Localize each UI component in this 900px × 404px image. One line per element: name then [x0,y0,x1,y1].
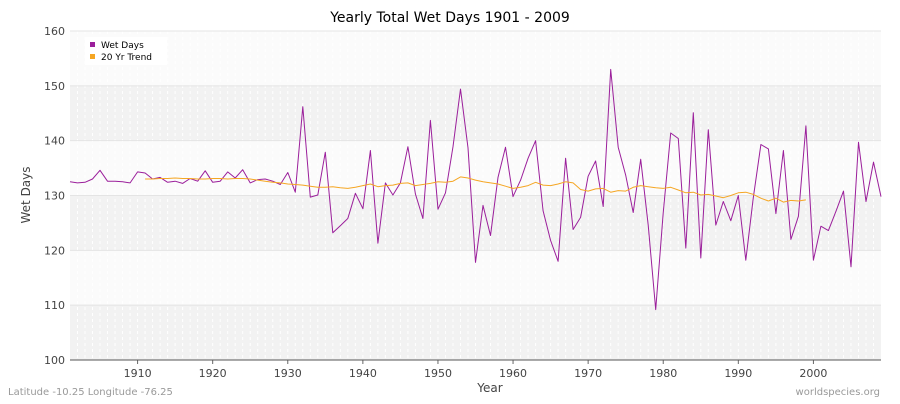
y-tick-label: 100 [44,354,65,367]
legend-swatch [90,42,95,47]
background-band [70,31,881,86]
background-band [70,140,881,196]
x-tick-label: 1990 [724,367,752,380]
series-line-20yr-trend [145,176,806,203]
x-tick-label: 1910 [124,367,152,380]
legend-swatch [90,54,95,59]
x-tick-label: 1960 [499,367,527,380]
series-line-wet-days [69,68,882,311]
footer-source: worldspecies.org [796,387,880,398]
x-tick-label: 1930 [274,367,302,380]
background-band [70,85,881,141]
x-tick-label: 1940 [349,367,377,380]
legend-label: 20 Yr Trend [101,53,152,63]
x-axis-label: Year [476,381,502,395]
series-layer [69,68,882,311]
axes: 100 110 120 130 140 150 160 1910 1920 1930 1940 195… [44,25,881,380]
legend-label: Wet Days [101,41,144,51]
y-tick-label: 130 [44,190,65,203]
x-tick-label: 1980 [649,367,677,380]
y-axis-label: Wet Days [19,166,33,223]
x-tick-label: 2000 [799,367,827,380]
x-tick-label: 1920 [199,367,227,380]
y-tick-label: 110 [44,299,65,312]
grid-lines [70,30,881,361]
x-tick-label: 1970 [574,367,602,380]
x-tick-label: 1950 [424,367,452,380]
footer-location: Latitude -10.25 Longitude -76.25 [8,387,173,398]
y-tick-label: 140 [44,135,65,148]
legend: Wet Days 20 Yr Trend [85,37,167,65]
chart-title: Yearly Total Wet Days 1901 - 2009 [329,10,570,26]
legend-box [85,37,167,65]
y-tick-label: 160 [44,25,65,38]
y-tick-label: 150 [44,80,65,93]
y-tick-label: 120 [44,244,65,257]
